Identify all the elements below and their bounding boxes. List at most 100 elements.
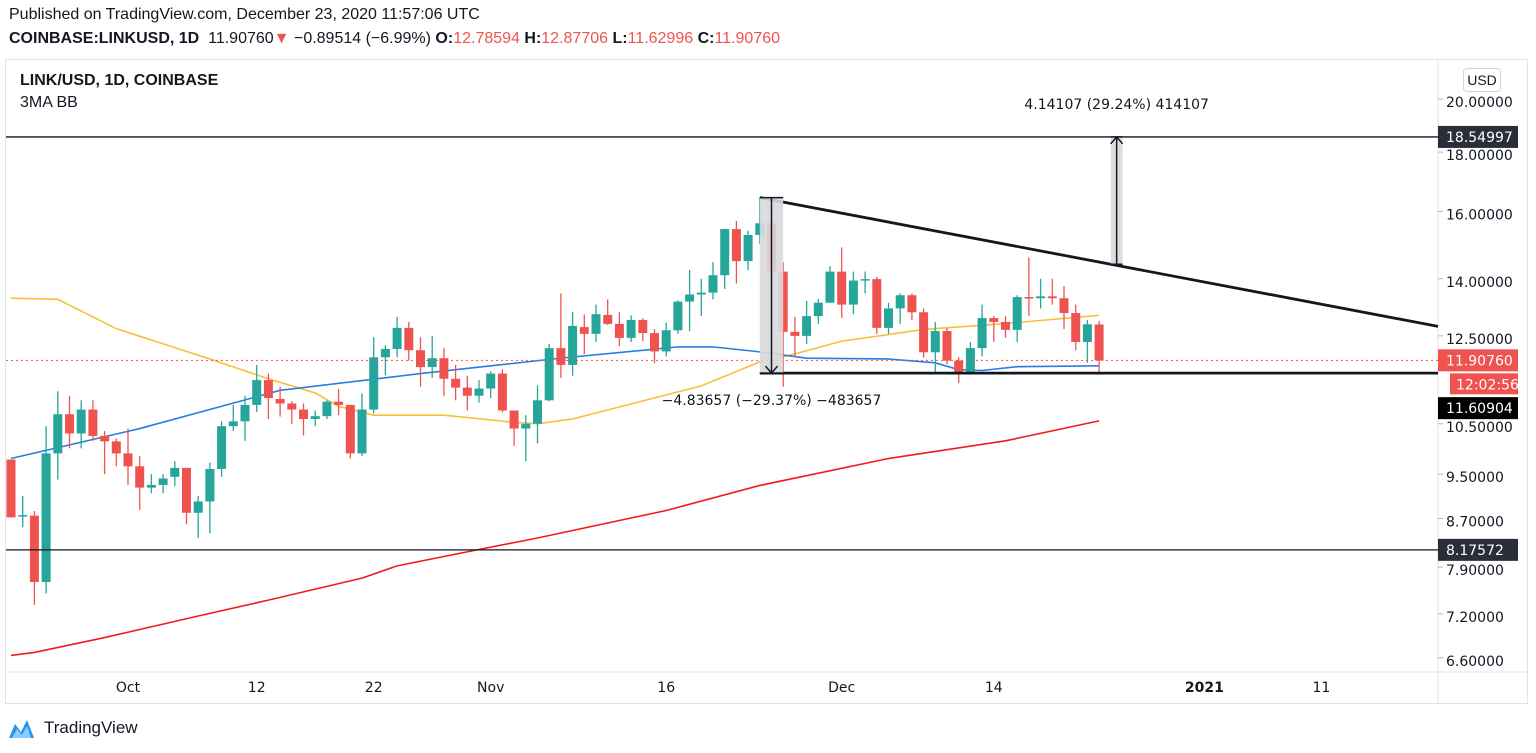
candle[interactable]	[907, 293, 917, 321]
candle[interactable]	[439, 348, 449, 396]
candle[interactable]	[1024, 257, 1034, 317]
candle[interactable]	[357, 393, 367, 456]
footer-brand[interactable]: TradingView	[8, 716, 138, 740]
candle[interactable]	[6, 459, 16, 518]
candle[interactable]	[556, 293, 566, 378]
candle[interactable]	[462, 375, 472, 411]
candle[interactable]	[76, 400, 86, 449]
candle[interactable]	[135, 455, 145, 510]
candle[interactable]	[392, 316, 402, 358]
candle[interactable]	[170, 461, 180, 487]
candle[interactable]	[474, 380, 484, 403]
candle[interactable]	[427, 335, 437, 378]
candle[interactable]	[275, 386, 285, 417]
currency-button[interactable]: USD	[1463, 68, 1501, 92]
candle[interactable]	[720, 229, 730, 289]
candle[interactable]	[299, 403, 308, 436]
candle[interactable]	[603, 299, 613, 326]
candle-body	[357, 409, 367, 454]
candle[interactable]	[884, 302, 893, 334]
candle[interactable]	[1059, 286, 1069, 330]
candle[interactable]	[509, 410, 519, 446]
candle[interactable]	[369, 337, 379, 414]
candle[interactable]	[322, 400, 332, 419]
candle[interactable]	[240, 395, 250, 441]
candle[interactable]	[638, 318, 648, 342]
candle[interactable]	[404, 321, 414, 361]
candle[interactable]	[661, 322, 671, 357]
candle[interactable]	[217, 421, 227, 477]
candle[interactable]	[521, 415, 531, 462]
candle[interactable]	[287, 401, 297, 424]
candle[interactable]	[1001, 316, 1010, 338]
candle[interactable]	[111, 438, 121, 467]
descending-trendline[interactable]	[759, 196, 1439, 328]
candle[interactable]	[708, 262, 718, 300]
candle[interactable]	[123, 428, 133, 485]
candle[interactable]	[18, 495, 28, 528]
candle[interactable]	[486, 371, 496, 399]
candle[interactable]	[848, 271, 858, 315]
candle[interactable]	[310, 410, 320, 427]
candle[interactable]	[954, 357, 964, 384]
candle[interactable]	[193, 495, 203, 539]
candle[interactable]	[416, 337, 425, 387]
candle[interactable]	[451, 364, 461, 401]
candle[interactable]	[568, 312, 578, 376]
candle[interactable]	[685, 269, 695, 332]
indicator-legend[interactable]: 3MA BB	[20, 94, 78, 111]
candle[interactable]	[813, 298, 823, 324]
candle[interactable]	[1047, 278, 1057, 305]
candle[interactable]	[1012, 295, 1022, 342]
candle[interactable]	[1082, 320, 1092, 363]
candle[interactable]	[334, 388, 344, 416]
candle[interactable]	[29, 511, 39, 605]
candle[interactable]	[591, 304, 601, 342]
candle[interactable]	[1094, 320, 1104, 373]
candle[interactable]	[533, 385, 542, 444]
candle[interactable]	[252, 364, 262, 412]
candle[interactable]	[1036, 278, 1046, 309]
candle[interactable]	[965, 341, 975, 374]
candle[interactable]	[626, 315, 636, 342]
candle[interactable]	[837, 247, 847, 319]
candle[interactable]	[65, 395, 74, 449]
candle[interactable]	[942, 327, 952, 365]
candle[interactable]	[228, 404, 238, 432]
candle[interactable]	[731, 221, 741, 284]
candle[interactable]	[673, 300, 683, 334]
candle[interactable]	[825, 266, 835, 303]
candle[interactable]	[650, 329, 659, 364]
y-tick-label: 18.00000	[1446, 148, 1513, 164]
candle[interactable]	[614, 312, 624, 347]
candle[interactable]	[380, 345, 390, 376]
candle[interactable]	[872, 276, 882, 334]
candle[interactable]	[860, 271, 870, 294]
candle[interactable]	[696, 278, 706, 317]
candle[interactable]	[345, 404, 355, 459]
candle[interactable]	[1071, 304, 1081, 351]
candle[interactable]	[544, 344, 554, 402]
candle[interactable]	[88, 400, 98, 441]
candle[interactable]	[930, 321, 940, 374]
candle[interactable]	[182, 467, 191, 525]
candle[interactable]	[802, 300, 812, 345]
candle[interactable]	[977, 304, 987, 357]
candle[interactable]	[263, 373, 273, 419]
price-range-measure[interactable]: −4.83657 (−29.37%) −483657	[662, 196, 882, 410]
candle[interactable]	[41, 426, 51, 594]
candle[interactable]	[100, 431, 110, 475]
candle[interactable]	[53, 391, 63, 480]
candle[interactable]	[989, 316, 999, 342]
candle[interactable]	[205, 462, 215, 534]
candle[interactable]	[146, 474, 156, 494]
price-range-measure[interactable]: 4.14107 (29.24%) 414107	[1024, 97, 1209, 266]
candle[interactable]	[895, 293, 905, 324]
candle[interactable]	[919, 308, 929, 358]
candle[interactable]	[790, 316, 800, 357]
candle[interactable]	[497, 369, 507, 413]
candle[interactable]	[743, 230, 753, 271]
candle[interactable]	[158, 474, 168, 494]
candle[interactable]	[579, 314, 589, 355]
